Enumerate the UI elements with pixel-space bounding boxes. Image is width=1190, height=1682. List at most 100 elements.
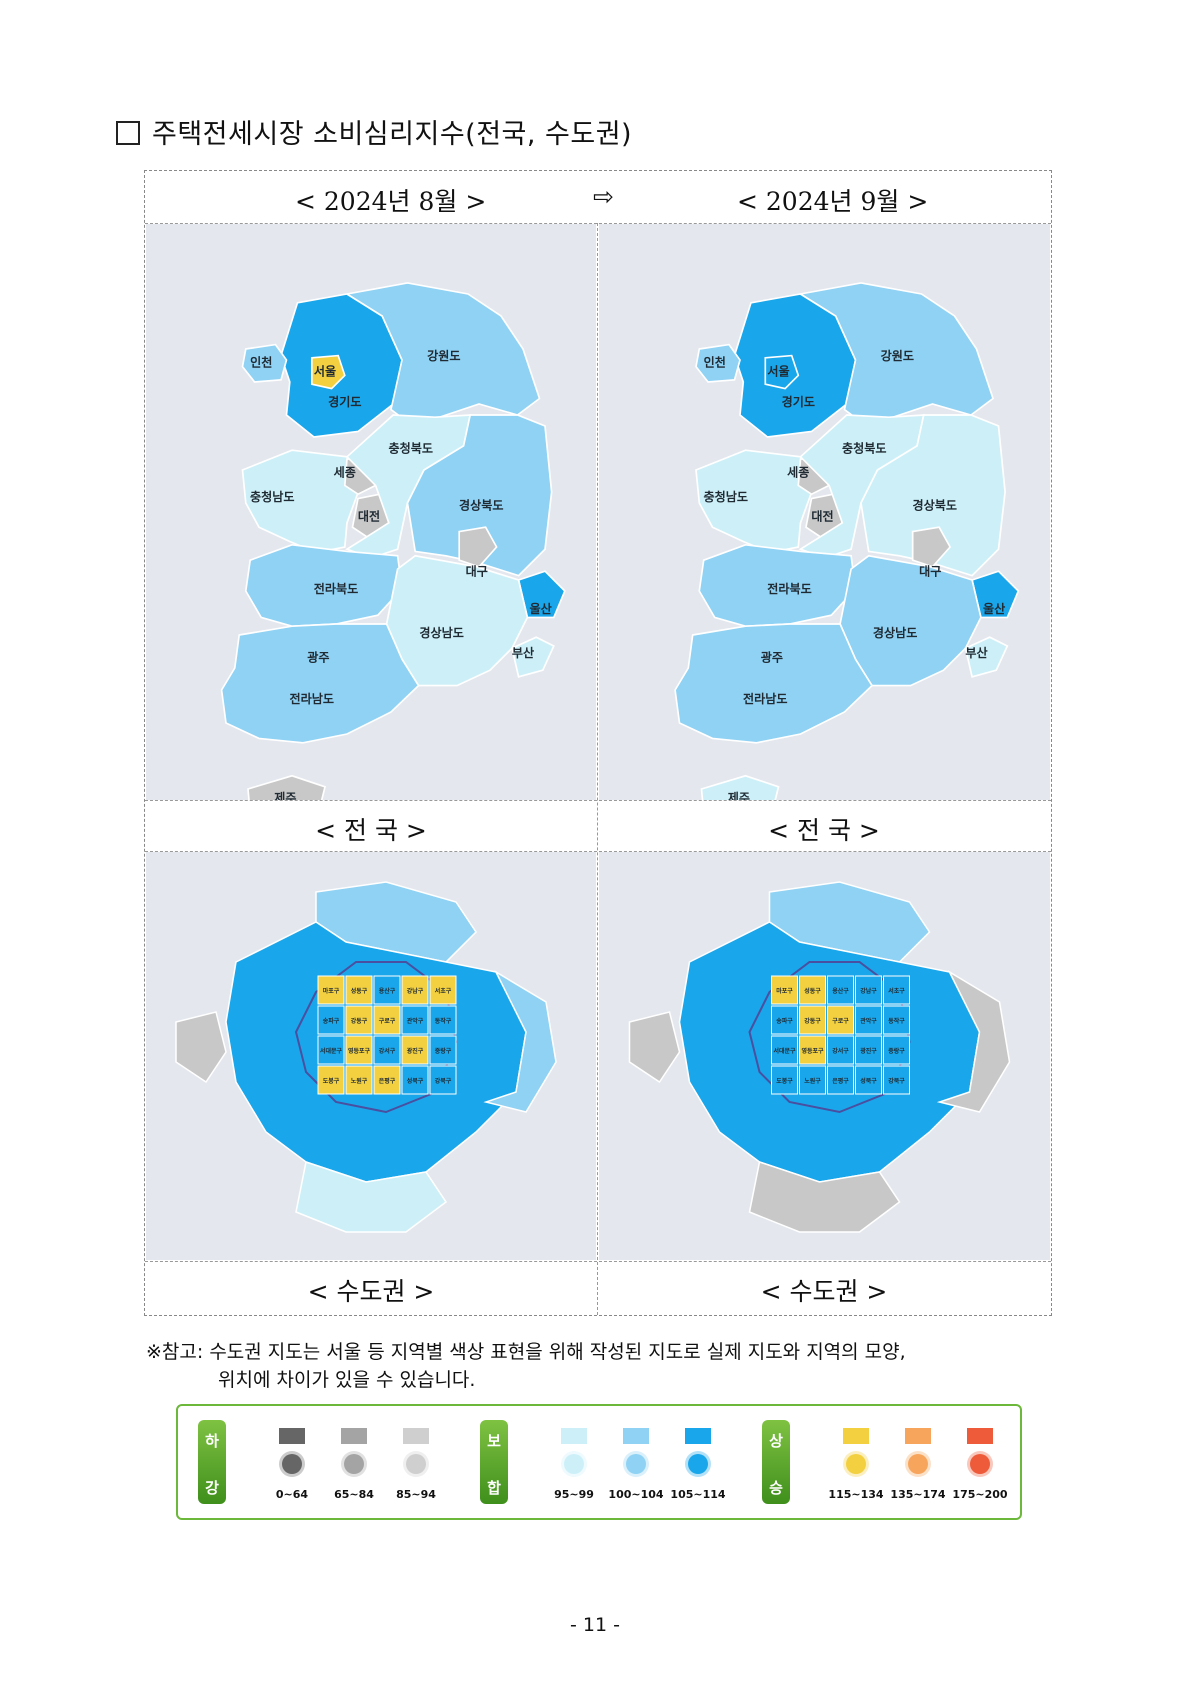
month-label-september: < 2024년 9월 > (737, 187, 929, 216)
legend-swatch (341, 1428, 367, 1444)
region-gangwon (798, 282, 994, 427)
region-gangwon (344, 282, 541, 427)
region-gyeongnam (839, 554, 982, 687)
region-chungnam (695, 449, 815, 554)
legend-range-label: 0~64 (275, 1488, 309, 1501)
region-label-seoul: 서울 (314, 363, 336, 378)
district-label: 은평구 (379, 1077, 396, 1085)
district-label: 마포구 (323, 987, 340, 995)
region-label-chungbuk: 충청북도 (842, 440, 887, 455)
region-label-daegu: 대구 (466, 565, 488, 579)
district-cell (771, 1005, 798, 1035)
page-title: 주택전세시장 소비심리지수(전국, 수도권) (116, 112, 632, 151)
district-cell (429, 1035, 457, 1065)
region-gyeongnam (385, 554, 529, 687)
region-label-sejong: 세종 (787, 465, 809, 480)
region-label-gyeongbuk: 경상북도 (912, 498, 957, 513)
district-cell (827, 975, 854, 1005)
district-label: 강북구 (888, 1077, 905, 1085)
district-label: 강남구 (407, 987, 424, 995)
region-label-gyeongbuk: 경상북도 (459, 498, 504, 513)
legend-range-label: 95~99 (554, 1488, 594, 1501)
region-label-gyeongnam: 경상남도 (873, 625, 918, 640)
region-daegu (911, 526, 952, 568)
weather-icon (282, 1454, 302, 1474)
capital-south (295, 1161, 448, 1233)
legend-swatch (905, 1428, 931, 1444)
region-label-jeju: 제주 (728, 791, 750, 800)
district-cell (373, 975, 401, 1005)
district-cell (373, 1065, 401, 1095)
district-cell (883, 1005, 910, 1035)
region-busan (964, 636, 1009, 678)
district-label: 서초구 (435, 987, 452, 995)
region-label-chungnam: 충청남도 (250, 489, 295, 504)
legend-range-label: 175~200 (952, 1488, 1008, 1501)
district-label: 강북구 (435, 1077, 452, 1085)
district-cell (827, 1035, 854, 1065)
district-cell (799, 975, 826, 1005)
district-cell (883, 975, 910, 1005)
region-label-jeonbuk: 전라북도 (767, 581, 812, 596)
national-map-august: 인천 서울 경기도 강원도 충청북도 세종 충청남도 대전 경상북도 대구 전라북도 울산 경상남도 부산… (146, 224, 596, 823)
legend-swatch (843, 1428, 869, 1444)
district-label: 성동구 (351, 987, 368, 995)
region-label-seoul: 서울 (767, 363, 789, 378)
district-cell (771, 1035, 798, 1065)
capital-islands (175, 1011, 227, 1084)
district-label: 노원구 (351, 1077, 368, 1085)
region-label-busan: 부산 (512, 645, 534, 660)
note-line-1: ※참고: 수도권 지도는 서울 등 지역별 색상 표현을 위해 작성된 지도로 … (146, 1341, 906, 1363)
district-label: 중랑구 (435, 1047, 452, 1055)
caption-capital-right: < 수도권 > (760, 1277, 888, 1306)
district-label: 강동구 (804, 1017, 821, 1025)
region-seoul (764, 354, 800, 390)
capital-east (936, 970, 1011, 1113)
region-jeonnam (674, 623, 874, 744)
region-label-chungnam: 충청남도 (703, 489, 748, 504)
legend-range-label: 105~114 (670, 1488, 726, 1501)
region-label-gyeonggi: 경기도 (782, 394, 815, 409)
legend-range-label: 85~94 (396, 1488, 436, 1501)
region-label-sejong: 세종 (334, 465, 356, 480)
region-chungbuk (798, 414, 925, 559)
district-cell (373, 1035, 401, 1065)
district-cell (317, 1005, 345, 1035)
region-daegu (458, 526, 498, 568)
legend-swatch (967, 1428, 993, 1444)
district-label: 중랑구 (888, 1047, 905, 1055)
region-label-chungbuk: 충청북도 (389, 440, 434, 455)
region-jeonbuk (698, 543, 857, 628)
district-label: 성동구 (804, 987, 821, 995)
district-label: 서초구 (888, 987, 905, 995)
legend-swatch (685, 1428, 711, 1444)
district-label: 은평구 (832, 1077, 849, 1085)
district-label: 서대문구 (773, 1047, 796, 1055)
region-label-gwangju: 광주 (307, 649, 329, 664)
district-cell (883, 1065, 910, 1095)
legend-swatch (623, 1428, 649, 1444)
capital-map-august: 마포구 성동구 용산구 강남구 서초구 송파구 강동구 구로구 관악구 동작구 서대문구 영등포구 강서… (146, 852, 596, 1260)
region-label-ulsan: 울산 (529, 601, 551, 616)
capital-islands (628, 1011, 681, 1084)
caption-national-left: < 전 국 > (315, 816, 427, 845)
weather-icon (406, 1454, 426, 1474)
district-cell (317, 975, 345, 1005)
district-label: 영등포구 (348, 1047, 371, 1055)
district-cell (345, 975, 373, 1005)
month-header: < 2024년 8월 > ⇨ < 2024년 9월 > (145, 171, 1051, 224)
district-label: 광진구 (407, 1047, 424, 1055)
region-chungbuk (345, 414, 472, 559)
district-label: 송파구 (323, 1017, 340, 1025)
district-label: 관악구 (860, 1017, 877, 1025)
region-label-jeonnam: 전라남도 (743, 691, 788, 706)
region-label-incheon: 인천 (704, 355, 726, 370)
district-label: 영등포구 (801, 1047, 824, 1055)
district-cell (827, 1005, 854, 1035)
district-cell (373, 1005, 401, 1035)
district-cell (317, 1065, 345, 1095)
